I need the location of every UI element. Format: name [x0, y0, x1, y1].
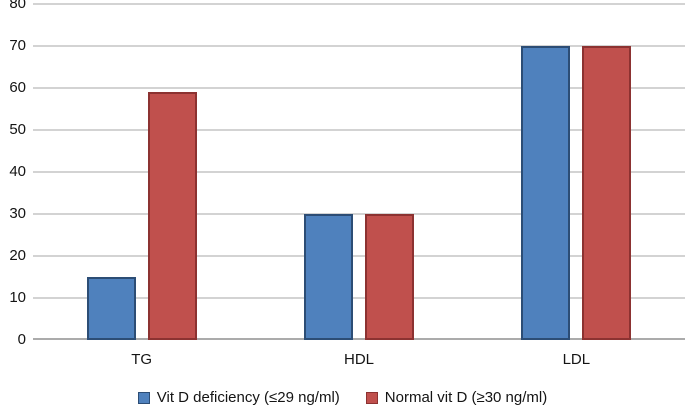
bar-tg-series1	[86, 277, 136, 340]
gridline	[33, 45, 685, 47]
gridline	[33, 87, 685, 89]
legend-swatch	[365, 392, 378, 404]
gridline	[33, 129, 685, 131]
y-tick-label: 50	[9, 121, 26, 138]
legend-item-series2: Normal vit D (≥30 ng/ml)	[365, 389, 548, 407]
y-tick-label: 70	[9, 37, 26, 54]
bar-hdl-series1	[304, 214, 353, 340]
legend-item-series1: Vit D deficiency (≤29 ng/ml)	[137, 389, 340, 407]
legend: Vit D deficiency (≤29 ng/ml) Normal vit D…	[0, 389, 685, 407]
gridline	[33, 213, 685, 215]
x-axis-line	[33, 338, 685, 340]
x-category-label-ldl: LDL	[562, 351, 591, 368]
y-tick-label: 10	[9, 289, 26, 306]
legend-swatch	[137, 392, 150, 404]
x-category-label-tg: TG	[131, 351, 153, 368]
bar-hdl-series2	[365, 214, 414, 340]
plot-area	[33, 3, 685, 340]
y-tick-label: 30	[9, 205, 26, 222]
y-tick-label: 0	[17, 331, 26, 348]
gridline	[33, 171, 685, 173]
bar-tg-series2	[147, 92, 197, 340]
y-tick-label: 60	[9, 79, 26, 96]
x-category-label-hdl: HDL	[343, 351, 374, 368]
legend-label: Normal vit D (≥30 ng/ml)	[384, 389, 548, 406]
bar-ldl-series1	[521, 46, 571, 340]
y-tick-label: 80	[9, 0, 26, 12]
gridline	[33, 297, 685, 299]
bar-ldl-series2	[582, 46, 632, 340]
y-tick-label: 40	[9, 163, 26, 180]
gridline	[33, 255, 685, 257]
y-tick-label: 20	[9, 247, 26, 264]
legend-label: Vit D deficiency (≤29 ng/ml)	[156, 389, 340, 406]
gridline	[33, 3, 685, 5]
